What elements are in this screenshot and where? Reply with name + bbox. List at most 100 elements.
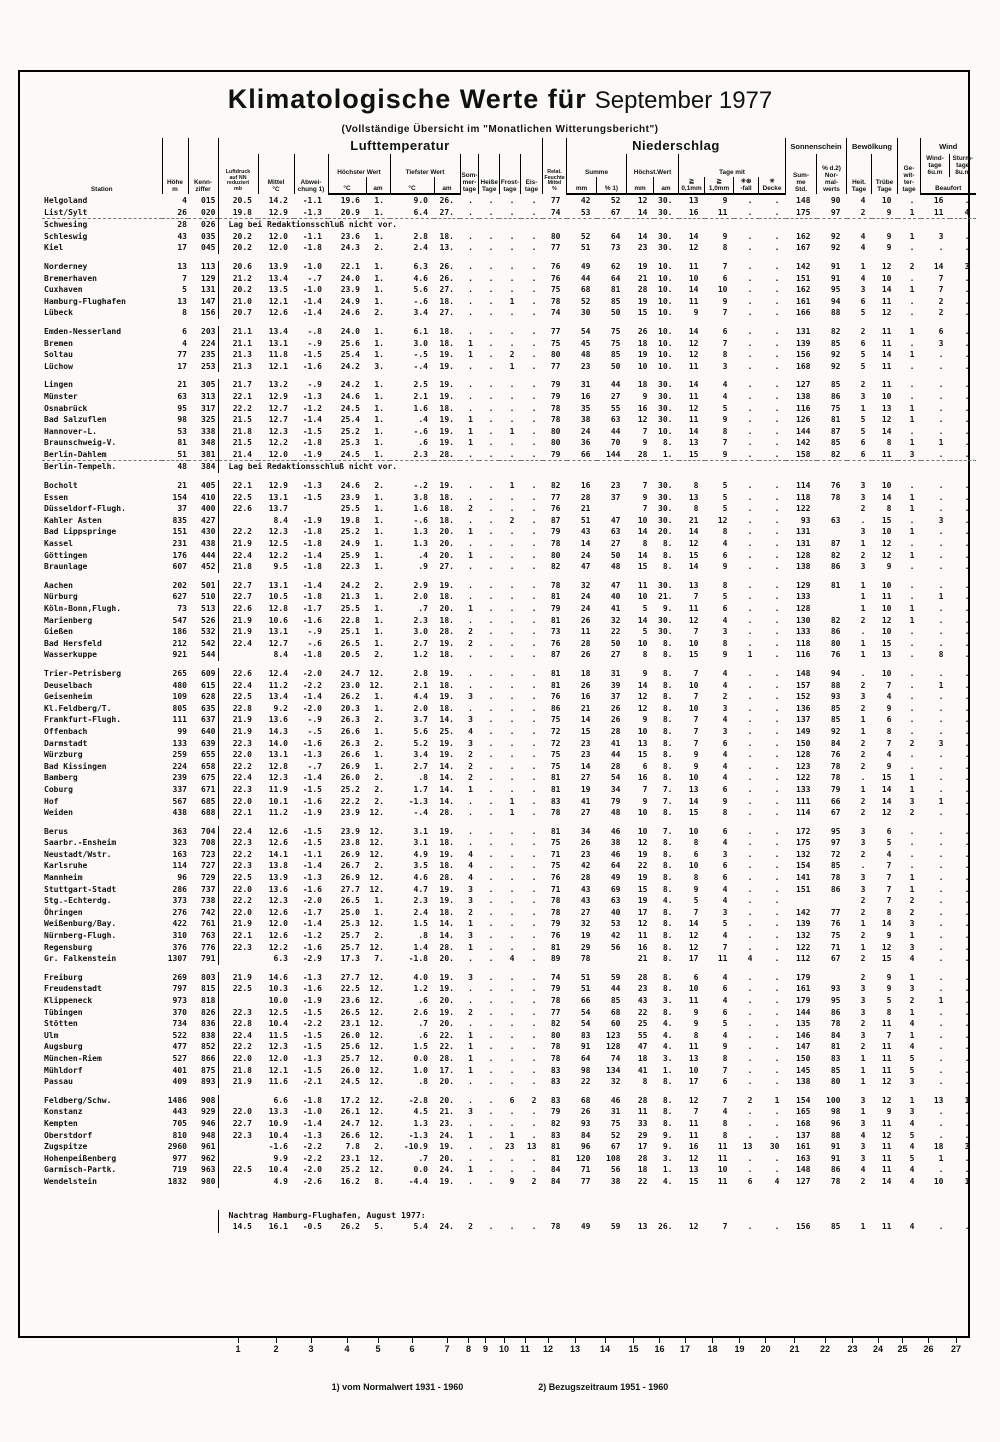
cell: . <box>747 196 753 205</box>
cell: . <box>509 838 515 848</box>
cell: -1.5 <box>302 826 322 836</box>
cell: 27 <box>610 539 621 549</box>
cell: 82 <box>830 615 841 625</box>
cell: 5 <box>860 350 866 360</box>
cell: 30. <box>658 627 673 637</box>
cell: 2.6 <box>413 1007 428 1017</box>
cell: 80 <box>550 550 561 560</box>
cell: 12 <box>717 515 728 525</box>
cell: 1. <box>374 438 384 448</box>
cell: . <box>488 415 494 425</box>
cell: 12. <box>369 1007 384 1017</box>
cell: 430 <box>188 526 219 539</box>
cell: . <box>964 773 970 783</box>
cell: 836 <box>188 1018 219 1030</box>
cell: Weißenburg/Bay. <box>44 919 117 929</box>
cell: . <box>964 285 970 295</box>
cell: . <box>964 196 970 205</box>
cell: 18. <box>439 838 454 848</box>
cell: 132 <box>796 849 811 859</box>
cell: 1. <box>374 415 384 425</box>
cell: Hohenpeißenberg <box>44 1153 117 1163</box>
cell: -.6 <box>413 515 428 525</box>
cell: -1.3 <box>302 750 322 760</box>
cell: 127 <box>796 380 811 390</box>
cell: . <box>964 884 970 894</box>
cell: -2.0 <box>302 668 322 678</box>
cell: . <box>747 761 753 771</box>
cell: . <box>774 1007 780 1017</box>
ruler-number: 20 <box>752 1338 779 1354</box>
cell: 12 <box>881 539 892 549</box>
cell: 3 <box>860 984 866 994</box>
cell: Bremerhaven <box>44 273 97 283</box>
cell: 7 <box>693 592 699 602</box>
cell: 8. <box>662 954 673 964</box>
cell: 1 <box>509 1130 515 1140</box>
cell: 8. <box>662 984 673 994</box>
cell: 12.5 <box>268 1007 288 1017</box>
cell: 78 <box>830 773 841 783</box>
cell: . <box>531 1077 537 1087</box>
cell: . <box>509 738 515 748</box>
cell: 9 <box>642 668 648 678</box>
cell: 20. <box>439 1153 454 1163</box>
cell: 30. <box>658 391 673 401</box>
cell: 26.5 <box>340 638 360 648</box>
cell: . <box>468 391 473 401</box>
cell: 80 <box>830 638 841 648</box>
cell: . <box>509 907 515 917</box>
cell: 977 <box>172 1153 187 1163</box>
cell: . <box>488 481 494 491</box>
cell: . <box>774 703 780 713</box>
cell: -4.4 <box>408 1176 428 1186</box>
cell: 79 <box>550 919 561 929</box>
cell: 13.1 <box>268 338 288 348</box>
cell: . <box>964 1107 970 1117</box>
cell: 1 <box>468 550 473 560</box>
cell: 8 <box>693 481 699 491</box>
cell: 26.9 <box>340 873 360 883</box>
cell: 111 <box>796 796 811 806</box>
cell: 3 <box>468 692 473 702</box>
cell: 4 <box>509 954 515 964</box>
cell: 826 <box>188 1006 219 1019</box>
cell: 2 <box>846 206 872 220</box>
cell: 305 <box>188 379 219 391</box>
cell: 22.2 <box>232 403 252 413</box>
cell: . <box>938 919 944 929</box>
cell: 4.5 <box>413 1107 428 1117</box>
cell: 80 <box>550 1030 561 1040</box>
cell: 22.5 <box>340 984 360 994</box>
cell: 74 <box>550 972 561 982</box>
cell: -1.3 <box>302 1130 322 1140</box>
cell: 8 <box>722 426 728 436</box>
cell: 8 <box>693 504 699 514</box>
cell: 11 <box>881 1153 892 1163</box>
cell: 1 <box>909 1095 915 1105</box>
cell: 4 <box>722 896 728 906</box>
cell: 12 <box>881 415 892 425</box>
cell: . <box>509 604 515 613</box>
table-row: Lingen 21 305 21.7 13.2 -.9 24.2 1. 2.5 19..... 79… <box>42 379 976 391</box>
cell: 5 <box>860 426 866 436</box>
col-header-sonne-summe: Sum- me Std. <box>785 154 817 194</box>
cell: 79 <box>550 527 561 537</box>
cell: 13 <box>526 1142 537 1152</box>
cell: . <box>938 426 944 436</box>
cell: 78 <box>550 539 561 549</box>
cell: 15 <box>637 884 648 894</box>
cell: . <box>964 273 970 283</box>
cell: 4. <box>662 1030 673 1040</box>
cell: 19 <box>637 296 648 306</box>
table-row: Kahler Asten 835 427 8.4 -1.9 19.8 1. -.6 18... 2… <box>42 514 976 527</box>
cell: 3.0 <box>413 338 428 348</box>
cell: 8. <box>662 715 673 725</box>
cell: . <box>488 604 494 613</box>
table-row: Aachen 202 501 22.7 13.1 -1.4 24.2 2. 2.9 19.....… <box>42 579 976 592</box>
cell: 12.0 <box>268 1053 288 1063</box>
cell: 15 <box>637 562 648 572</box>
table-row: Gießen 186 532 21.9 13.1 -.9 25.1 1. 3.0 28. 2... 7… <box>42 626 976 638</box>
cell: . <box>964 296 970 306</box>
